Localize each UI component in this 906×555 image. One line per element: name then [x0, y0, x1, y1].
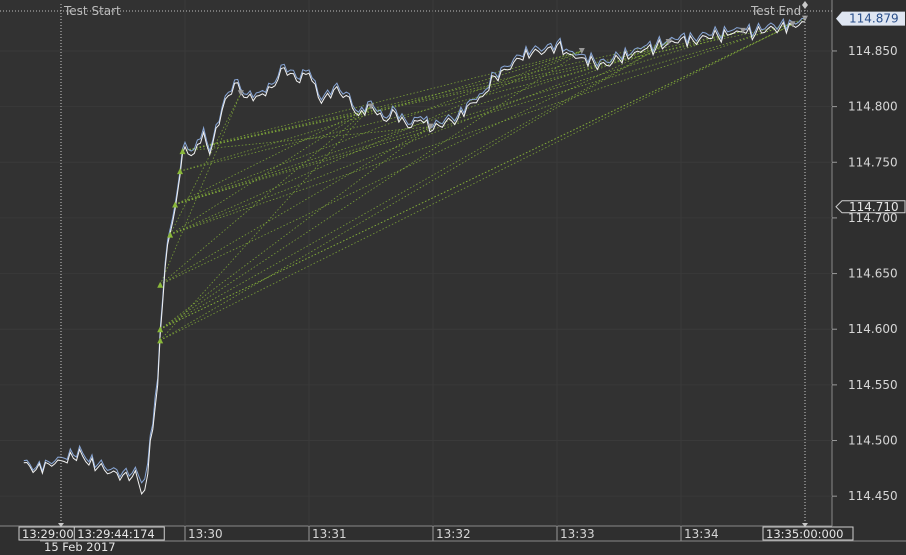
y-tick-label: 114.600: [848, 322, 898, 336]
y-tick-label: 114.450: [848, 489, 898, 503]
y-tick-label: 114.850: [848, 44, 898, 58]
x-box-label: 13:29:44:174: [77, 527, 154, 541]
x-box-label: 13:35:00:000: [766, 527, 843, 541]
x-tick-label: 13:34: [684, 527, 719, 541]
x-tick-label: 13:31: [312, 527, 347, 541]
test-end-label: Test End: [750, 4, 801, 18]
y-tick-label: 114.550: [848, 378, 898, 392]
price-marker-label: 114.710: [849, 200, 899, 214]
y-tick-label: 114.800: [848, 100, 898, 114]
x-tick-label: 13:33: [560, 527, 595, 541]
date-label: 15 Feb 2017: [44, 540, 116, 554]
current-price-label: 114.879: [849, 12, 899, 26]
y-tick-label: 114.650: [848, 267, 898, 281]
x-tick-label: 13:30: [188, 527, 223, 541]
plot-area: [0, 0, 832, 526]
test-start-label: Test Start: [63, 4, 121, 18]
x-tick-label: 13:32: [436, 527, 471, 541]
y-tick-label: 114.500: [848, 434, 898, 448]
y-tick-label: 114.750: [848, 155, 898, 169]
